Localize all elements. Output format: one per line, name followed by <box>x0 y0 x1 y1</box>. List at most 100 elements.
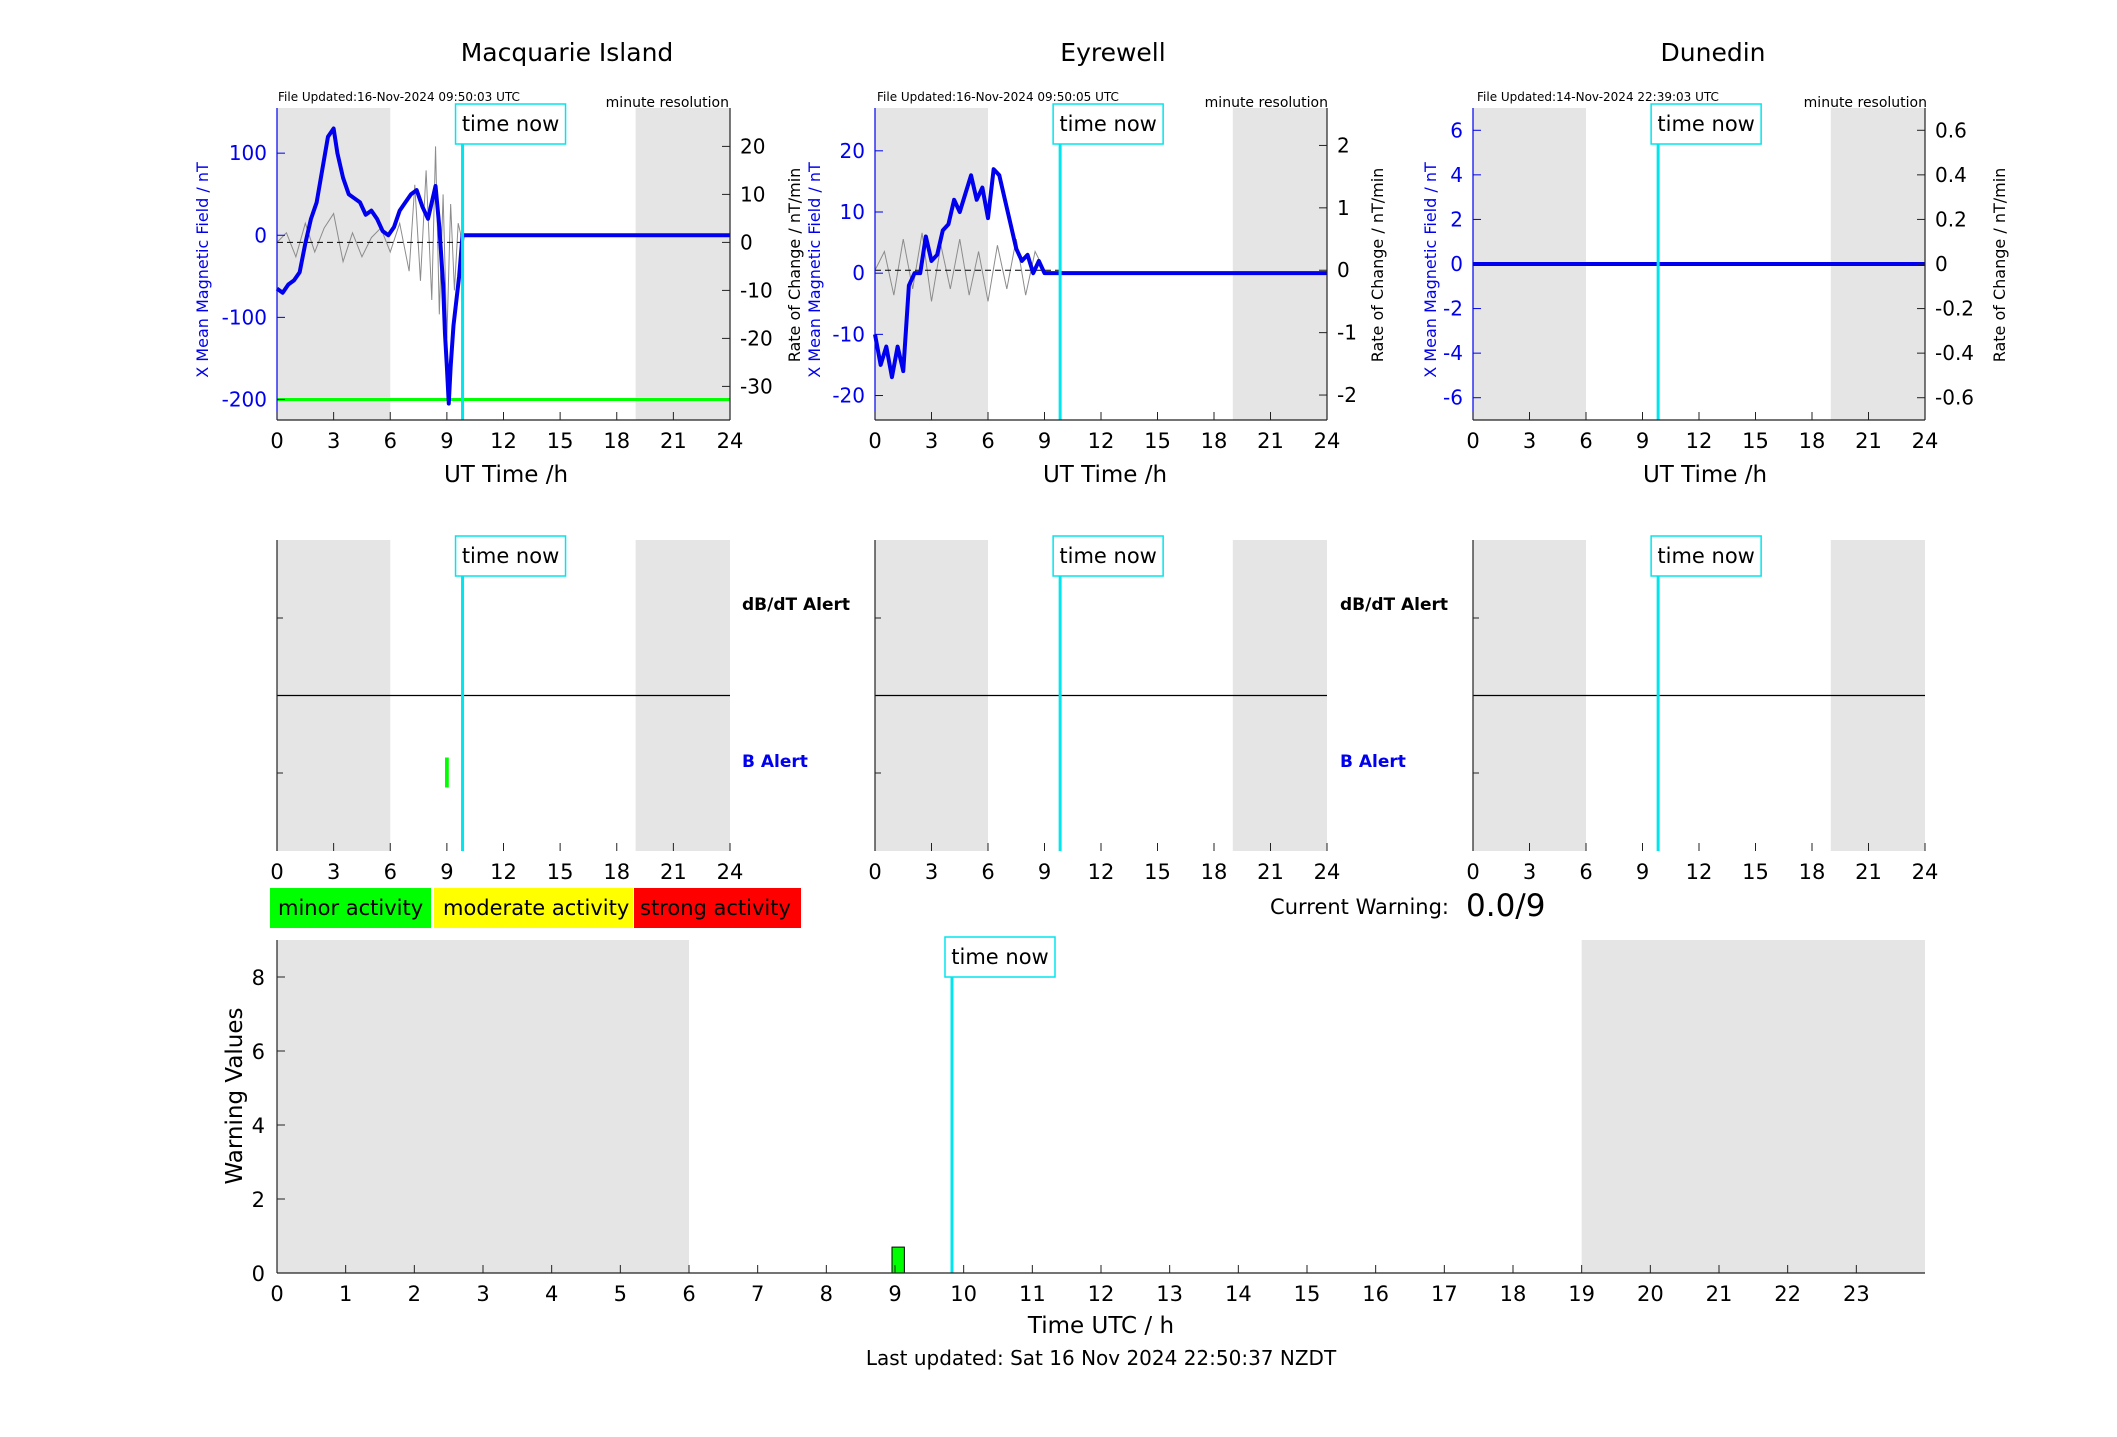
x-tick-label: 24 <box>1912 860 1939 884</box>
x-tick-label: 14 <box>1225 1282 1252 1306</box>
x-tick-label: 0 <box>868 429 881 453</box>
x-tick-label: 6 <box>1579 860 1592 884</box>
x-tick-label: 0 <box>868 860 881 884</box>
y2-tick-label: 20 <box>740 134 765 158</box>
plot-area: time now-6-4-20246-0.6-0.4-0.200.20.40.6… <box>1443 103 1974 453</box>
x-tick-label: 24 <box>717 860 744 884</box>
legend-moderate-swatch <box>434 888 633 928</box>
x-tick-label: 11 <box>1019 1282 1046 1306</box>
x-tick-label: 6 <box>384 429 397 453</box>
y-tick-label: -6 <box>1443 386 1463 410</box>
x-tick-label: 19 <box>1568 1282 1595 1306</box>
station-title: Macquarie Island <box>461 38 674 67</box>
x-tick-label: 21 <box>1706 1282 1733 1306</box>
y-axis-label: X Mean Magnetic Field / nT <box>1421 162 1440 378</box>
file-updated-text: File Updated:16-Nov-2024 09:50:05 UTC <box>877 90 1119 104</box>
time-now-label: time now <box>462 112 559 136</box>
x-tick-label: 21 <box>660 429 687 453</box>
x-tick-label: 18 <box>603 429 630 453</box>
x-tick-label: 3 <box>1523 429 1536 453</box>
y2-tick-label: -0.4 <box>1935 341 1974 365</box>
dbdt-alert-label: dB/dT Alert <box>1340 595 1448 615</box>
x-tick-label: 12 <box>490 429 517 453</box>
x-tick-label: 18 <box>1201 429 1228 453</box>
x-tick-label: 9 <box>440 860 453 884</box>
legend-strong-swatch <box>634 888 801 928</box>
x-tick-label: 21 <box>1257 860 1284 884</box>
legend-moderate-label: moderate activity <box>443 896 629 920</box>
y-axis-label: X Mean Magnetic Field / nT <box>193 162 212 378</box>
y-tick-label: 4 <box>1450 163 1463 187</box>
current-warning-value: 0.0/9 <box>1466 888 1545 924</box>
x-tick-label: 15 <box>547 860 574 884</box>
x-tick-label: 21 <box>1855 860 1882 884</box>
y-tick-label: 6 <box>252 1040 265 1064</box>
time-now-label: time now <box>462 544 559 568</box>
time-now-box <box>1052 535 1164 577</box>
x-tick-label: 24 <box>717 429 744 453</box>
y-tick-label: -200 <box>222 387 267 411</box>
y-tick-label: 6 <box>1450 118 1463 142</box>
y2-tick-label: 0.4 <box>1935 163 1967 187</box>
x-tick-label: 6 <box>682 1282 695 1306</box>
y-tick-label: 4 <box>252 1114 265 1138</box>
x-tick-label: 7 <box>751 1282 764 1306</box>
x-tick-label: 15 <box>1144 860 1171 884</box>
night-shade-band <box>1581 940 1925 1273</box>
y-tick-label: 8 <box>252 966 265 990</box>
time-now-label: time now <box>1657 544 1754 568</box>
warning-values-panel: Warning Values Time UTC / h time now 0 2 4 6… <box>222 936 1925 1339</box>
x-tick-label: 12 <box>490 860 517 884</box>
time-now-label: time now <box>1059 544 1156 568</box>
x-tick-label: 9 <box>1038 860 1051 884</box>
y-tick-label: -10 <box>832 322 865 346</box>
legend-minor-label: minor activity <box>278 896 423 920</box>
x-tick-label: 18 <box>603 860 630 884</box>
x-tick-label: 0 <box>270 860 283 884</box>
x-tick-label: 15 <box>1742 860 1769 884</box>
night-shade-band <box>277 108 391 420</box>
x-tick-label: 1 <box>339 1282 352 1306</box>
b-alert-label: B Alert <box>1340 752 1406 772</box>
y2-tick-label: 10 <box>740 182 765 206</box>
x-tick-label: 15 <box>1144 429 1171 453</box>
x-tick-label: 5 <box>614 1282 627 1306</box>
station-title: Eyrewell <box>1060 38 1165 67</box>
night-shade-band <box>277 940 689 1273</box>
x-tick-label: 3 <box>925 429 938 453</box>
y2-tick-label: 0 <box>1935 252 1948 276</box>
x-tick-label: 6 <box>384 860 397 884</box>
time-now-box <box>1052 103 1164 145</box>
x-tick-label: 15 <box>547 429 574 453</box>
y-tick-label: 2 <box>252 1188 265 1212</box>
y2-axis-label: Rate of Change / nT/min <box>1990 168 2009 363</box>
resolution-text: minute resolution <box>1804 95 1927 111</box>
magnetic-field-line <box>275 126 730 406</box>
x-axis-label: UT Time /h <box>1043 462 1167 488</box>
x-tick-label: 21 <box>1257 429 1284 453</box>
x-tick-label: 6 <box>981 429 994 453</box>
y2-tick-label: 2 <box>1337 133 1350 157</box>
time-now-box <box>944 936 1056 978</box>
night-shade-band <box>635 108 730 420</box>
b-alert-label: B Alert <box>742 752 808 772</box>
alert-panel-macquarie: time now 0 3 6 9 12 15 18 21 24 dB/dT Alert B Ale… <box>270 535 850 884</box>
y-tick-label: 0 <box>1450 252 1463 276</box>
x-axis-label: UT Time /h <box>1643 462 1767 488</box>
x-tick-label: 3 <box>925 860 938 884</box>
y-tick-label: -4 <box>1443 341 1463 365</box>
file-updated-text: File Updated:16-Nov-2024 09:50:03 UTC <box>278 90 520 104</box>
time-now-box <box>454 103 567 145</box>
y2-tick-label: -30 <box>740 374 773 398</box>
y-tick-label: -20 <box>832 384 865 408</box>
plot-area: time now 0 3 6 9 12 15 18 21 24 <box>270 535 744 884</box>
legend-minor-swatch <box>270 888 431 928</box>
legend-strong-label: strong activity <box>640 896 791 920</box>
y2-tick-label: -0.2 <box>1935 297 1974 321</box>
last-updated-text: Last updated: Sat 16 Nov 2024 22:50:37 N… <box>866 1346 1337 1370</box>
x-tick-label: 3 <box>327 429 340 453</box>
x-tick-label: 0 <box>1466 429 1479 453</box>
x-tick-label: 18 <box>1201 860 1228 884</box>
y2-tick-label: 0 <box>740 230 753 254</box>
